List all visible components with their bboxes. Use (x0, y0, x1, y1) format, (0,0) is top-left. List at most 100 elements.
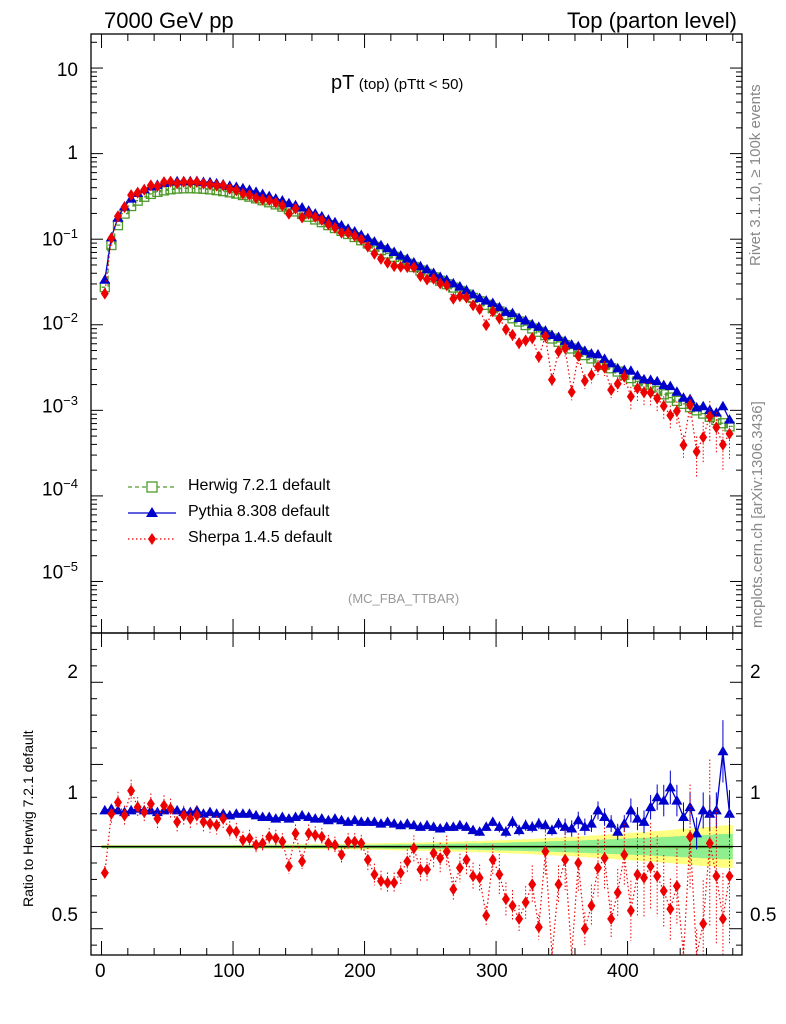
pythia-ratio-marker (520, 819, 532, 830)
pythia-ratio-marker (467, 824, 479, 835)
sherpa-marker (626, 390, 635, 403)
pythia-marker (526, 318, 538, 329)
sherpa-ratio-marker (508, 899, 517, 912)
sherpa-marker (159, 176, 168, 189)
pythia-marker (671, 386, 683, 396)
pythia-marker (572, 340, 584, 351)
sherpa-marker (449, 292, 458, 305)
pythia-ratio-marker (717, 745, 729, 756)
sherpa-ratio-marker (127, 784, 136, 797)
herwig-histogram-line (101, 187, 733, 428)
pythia-marker (612, 362, 624, 373)
pythia-ratio-marker (329, 813, 341, 823)
ytick-label-main-1e-3: 10−3 (42, 393, 78, 418)
sherpa-ratio-marker (376, 875, 385, 888)
sherpa-marker (666, 409, 675, 422)
pythia-ratio-marker (349, 814, 361, 825)
sherpa-marker (534, 350, 543, 363)
sherpa-marker (206, 178, 215, 191)
sherpa-marker (469, 299, 478, 312)
pythia-marker (388, 246, 400, 256)
sherpa-marker (488, 305, 497, 318)
pythia-marker (618, 364, 630, 374)
sherpa-ratio-marker (712, 870, 721, 883)
sherpa-ratio-marker (423, 863, 432, 876)
sherpa-marker (554, 345, 563, 358)
sherpa-marker (574, 349, 583, 362)
pythia-marker (421, 263, 433, 274)
sherpa-marker (515, 337, 524, 350)
sherpa-marker (311, 210, 320, 223)
sherpa-marker (679, 439, 688, 452)
sherpa-marker (547, 373, 556, 386)
sherpa-ratio-marker (396, 866, 405, 879)
sherpa-marker (192, 175, 201, 188)
sherpa-ratio-marker (159, 799, 168, 812)
pythia-ratio-marker (631, 813, 643, 823)
sherpa-marker (363, 240, 372, 253)
ratio-series-sherpa (100, 759, 734, 956)
sherpa-marker (455, 290, 464, 303)
sherpa-marker (541, 330, 550, 343)
pythia-marker (493, 301, 505, 312)
sherpa-marker (146, 179, 155, 192)
pythia-ratio-marker (658, 795, 670, 805)
pythia-ratio-marker (625, 804, 637, 815)
pythia-ratio-marker (553, 818, 565, 828)
xtick-label-200: 200 (344, 961, 376, 982)
sherpa-marker (330, 221, 339, 234)
pythia-ratio-marker (421, 819, 433, 830)
sherpa-ratio-marker (113, 796, 122, 809)
pythia-marker (651, 375, 663, 386)
pythia-marker (362, 232, 374, 243)
sherpa-marker (153, 180, 162, 193)
sherpa-marker (482, 319, 491, 332)
sherpa-ratio-marker (659, 884, 668, 897)
sherpa-marker (252, 191, 261, 204)
sherpa-ratio-marker (337, 848, 346, 861)
pythia-ratio-marker (336, 814, 348, 825)
sherpa-ratio-marker (705, 837, 714, 850)
sherpa-ratio-marker (725, 870, 734, 883)
pythia-marker (645, 374, 657, 384)
sherpa-marker (613, 377, 622, 390)
sherpa-marker (232, 184, 241, 197)
xtick-label-100: 100 (213, 961, 245, 982)
sherpa-marker (423, 273, 432, 286)
xtick-label-0: 0 (95, 961, 106, 982)
sherpa-marker (409, 261, 418, 274)
pythia-marker (717, 400, 729, 411)
pythia-ratio-marker (276, 811, 288, 821)
sherpa-ratio-marker (686, 830, 695, 843)
pythia-marker (487, 297, 499, 308)
sherpa-marker (127, 189, 136, 202)
sherpa-marker (725, 427, 734, 440)
pythia-marker (507, 307, 519, 318)
sherpa-marker (370, 247, 379, 260)
sherpa-ratio-marker (699, 917, 708, 930)
sherpa-ratio-marker (330, 838, 339, 851)
sherpa-ratio-marker (541, 845, 550, 858)
pythia-ratio-marker (539, 819, 551, 830)
pythia-ratio-marker (513, 824, 525, 835)
pythia-marker (599, 353, 611, 363)
ratio-plot-frame (90, 632, 743, 956)
header-right: Top (parton level) (567, 8, 737, 33)
sherpa-marker (291, 202, 300, 215)
sherpa-marker (173, 177, 182, 190)
sherpa-ratio-marker (436, 852, 445, 865)
chart-title: pT (top) (pTtt < 50) (331, 72, 463, 95)
sherpa-marker (383, 256, 392, 269)
sherpa-marker (580, 374, 589, 387)
sherpa-ratio-marker (469, 870, 478, 883)
sherpa-marker (607, 383, 616, 396)
sherpa-ratio-marker (521, 896, 530, 909)
sherpa-ratio-marker (100, 866, 109, 879)
sherpa-marker (140, 183, 149, 196)
pythia-ratio-marker (579, 821, 591, 831)
sherpa-ratio-marker (252, 838, 261, 851)
sherpa-ratio-marker (271, 832, 280, 845)
pythia-marker (625, 365, 637, 375)
pythia-marker (382, 242, 394, 253)
sherpa-marker (186, 176, 195, 189)
